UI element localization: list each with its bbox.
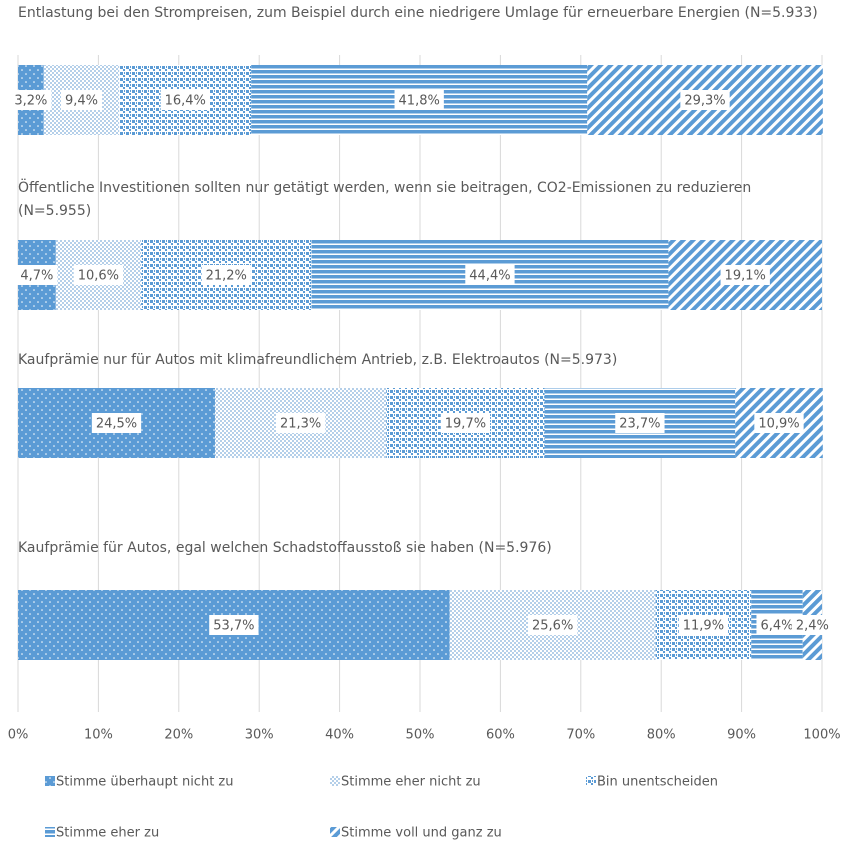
data-label-bg [91,413,142,433]
legend-label: Stimme überhaupt nicht zu [56,775,233,790]
legend-swatch [45,827,55,837]
data-label-bg [160,90,210,110]
data-label-bg [10,90,52,110]
legend-swatch [45,776,55,786]
data-label-bg [465,265,515,285]
data-label-bg [61,90,103,110]
x-tick-label: 100% [803,728,840,743]
data-label-bg [754,413,804,433]
data-label: 4,7% [20,269,53,284]
row-title: Öffentliche Investitionen sollten nur ge… [18,180,752,219]
data-label-bg [275,413,326,433]
data-label: 2,4% [796,619,829,634]
data-label-bg [678,615,729,635]
data-label: 25,6% [532,619,573,634]
legend-label: Stimme eher zu [56,826,159,841]
legend-swatch [586,776,596,786]
row-title: Kaufprämie nur für Autos mit klimafreund… [18,352,618,368]
data-label: 24,5% [96,417,137,432]
data-label-bg [791,615,833,635]
legend-label: Stimme voll und ganz zu [341,826,502,841]
data-label-bg [73,265,124,285]
x-tick-label: 40% [325,728,354,743]
data-label: 19,1% [725,269,766,284]
data-label-bg [440,413,491,433]
x-tick-label: 0% [8,728,29,743]
x-tick-label: 30% [245,728,274,743]
x-tick-label: 60% [486,728,515,743]
x-tick-label: 90% [727,728,756,743]
data-label-bg [16,265,58,285]
legend-swatch [330,776,340,786]
row-title: Entlastung bei den Strompreisen, zum Bei… [18,5,818,21]
data-label-bg [680,90,730,110]
data-label: 21,2% [206,269,247,284]
data-label: 11,9% [683,619,724,634]
data-label-bg [209,615,259,635]
x-tick-label: 80% [647,728,676,743]
data-label: 9,4% [65,94,98,109]
data-label: 41,8% [399,94,440,109]
x-tick-label: 50% [406,728,435,743]
data-label-bg [201,265,251,285]
data-label: 53,7% [213,619,254,634]
data-label: 19,7% [445,417,486,432]
data-label-bg [720,265,770,285]
data-label-bg [756,615,798,635]
data-label: 3,2% [14,94,47,109]
x-tick-label: 70% [566,728,595,743]
data-label: 23,7% [619,417,660,432]
legend-swatch [330,827,340,837]
data-label: 44,4% [469,269,510,284]
legend-label: Stimme eher nicht zu [341,775,481,790]
row-title: Kaufprämie für Autos, egal welchen Schad… [18,540,552,556]
data-label: 16,4% [165,94,206,109]
x-tick-label: 10% [84,728,113,743]
data-label-bg [528,615,578,635]
x-tick-label: 20% [164,728,193,743]
data-label: 10,6% [78,269,119,284]
data-label-bg [615,413,665,433]
data-label: 21,3% [280,417,321,432]
data-label-bg [394,90,444,110]
data-label: 10,9% [758,417,799,432]
data-label: 6,4% [760,619,793,634]
legend-label: Bin unentscheiden [597,775,718,790]
data-label: 29,3% [684,94,725,109]
